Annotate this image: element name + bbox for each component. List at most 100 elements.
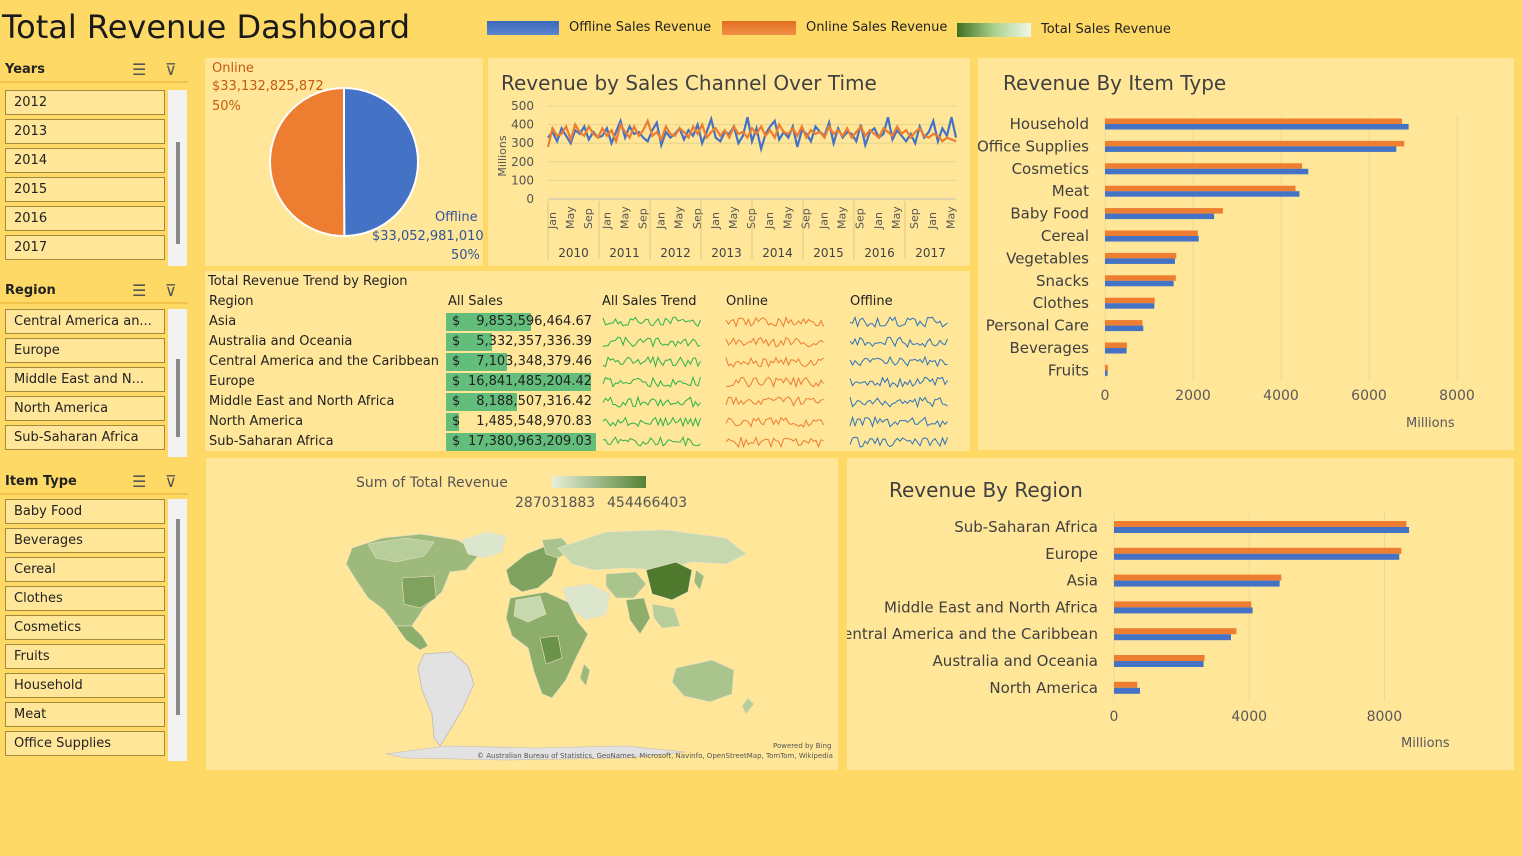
map-region-antarctica[interactable] — [385, 745, 687, 761]
slicer-item-year[interactable]: 2015 — [5, 177, 165, 202]
currency-symbol: $ — [452, 434, 461, 449]
world-map[interactable] — [206, 458, 838, 770]
slicer-item-year[interactable]: 2017 — [5, 235, 165, 260]
bar — [1114, 607, 1253, 614]
bar — [1105, 118, 1402, 124]
month-tick-label: Sep — [854, 208, 867, 229]
offline-swatch — [487, 20, 559, 35]
month-tick-label: Jan — [655, 212, 668, 230]
map-region-southeast-asia[interactable] — [651, 603, 681, 629]
region-cell: Europe — [209, 374, 255, 389]
y-tick-label: 100 — [511, 173, 534, 187]
y-tick-label: 300 — [511, 136, 534, 150]
map-legend-gradient — [552, 476, 646, 488]
slicer-item-year[interactable]: 2014 — [5, 148, 165, 173]
map-region-madagascar[interactable] — [579, 663, 591, 687]
map-region-china[interactable] — [645, 561, 693, 601]
col-sales-header: All Sales — [448, 294, 503, 309]
table-row: Middle East and North Africa $8,188,507,3… — [208, 392, 968, 412]
month-tick-label: Jan — [709, 212, 722, 230]
years-slicer-title: Years — [5, 61, 45, 77]
map-region-europe[interactable] — [505, 545, 559, 593]
map-region-australia[interactable] — [671, 659, 735, 703]
map-region-central-africa[interactable] — [539, 635, 563, 665]
slicer-item-type[interactable]: Cereal — [5, 557, 165, 582]
category-label: Australia and Oceania — [933, 652, 1098, 670]
multi-select-icon[interactable]: ☰ — [132, 280, 147, 300]
pie-online-value: $33,132,825,872 — [212, 79, 324, 94]
map-region-japan[interactable] — [693, 569, 705, 591]
years-slicer-header: Years ☰ ⊽ — [0, 57, 188, 83]
map-region-usa[interactable] — [401, 575, 437, 609]
col-offline-header: Offline — [850, 294, 893, 309]
currency-symbol: $ — [452, 314, 461, 329]
region-scroll-thumb[interactable] — [176, 359, 180, 437]
sales-cell: 5,332,357,336.39 — [476, 334, 592, 349]
multi-select-icon[interactable]: ☰ — [132, 471, 147, 491]
map-region-canada[interactable] — [367, 537, 435, 563]
bar — [1105, 146, 1397, 152]
currency-symbol: $ — [452, 334, 461, 349]
bar — [1105, 348, 1127, 354]
month-tick-label: Sep — [908, 208, 921, 229]
currency-symbol: $ — [452, 414, 461, 429]
slicer-item-type[interactable]: Household — [5, 673, 165, 698]
clear-filter-icon[interactable]: ⊽ — [165, 471, 177, 491]
slicer-item-type[interactable]: Cosmetics — [5, 615, 165, 640]
item-type-bar-chart: 0 2000 4000 6000 8000 Household Office Supplie… — [978, 115, 1475, 404]
month-tick-label: Jan — [763, 212, 776, 230]
slicer-item-region[interactable]: Middle East and N... — [5, 367, 165, 392]
map-region-new-zealand[interactable] — [741, 697, 755, 715]
line-series — [546, 117, 957, 148]
slicer-item-region[interactable]: Sub-Saharan Africa — [5, 425, 165, 450]
pie-panel: Online $33,132,825,872 50% Offline $33,0… — [205, 58, 484, 266]
slicer-item-type[interactable]: Office Supplies — [5, 731, 165, 756]
table-row: North America $1,485,548,970.83 — [208, 412, 968, 432]
region-scrollbar[interactable] — [168, 309, 187, 457]
clear-filter-icon[interactable]: ⊽ — [165, 59, 177, 79]
map-region-south-america[interactable] — [417, 651, 475, 747]
map-region-greenland[interactable] — [461, 531, 507, 559]
legend-offline-label: Offline Sales Revenue — [569, 20, 712, 35]
bar — [1105, 364, 1108, 371]
item-type-chart-panel: Revenue By Item Type Millions 0 2000 4000 6… — [978, 58, 1514, 450]
slicer-item-year[interactable]: 2016 — [5, 206, 165, 231]
map-region-india[interactable] — [625, 597, 651, 635]
month-tick-label: May — [836, 206, 849, 229]
multi-select-icon[interactable]: ☰ — [132, 59, 147, 79]
map-region-north-africa[interactable] — [513, 595, 547, 623]
slicer-item-year[interactable]: 2013 — [5, 119, 165, 144]
pie-slice-offline — [343, 86, 419, 238]
table-row: Australia and Oceania $5,332,357,336.39 — [208, 332, 968, 352]
slicer-item-year[interactable]: 2012 — [5, 90, 165, 115]
sales-cell: 9,853,596,464.67 — [476, 314, 592, 329]
map-region-russia[interactable] — [557, 529, 747, 571]
slicer-item-type[interactable]: Meat — [5, 702, 165, 727]
x-tick-label: 8000 — [1367, 709, 1403, 725]
slicer-item-region[interactable]: Central America an... — [5, 309, 165, 334]
month-tick-label: May — [727, 206, 740, 229]
slicer-item-type[interactable]: Baby Food — [5, 499, 165, 524]
data-bar — [446, 373, 592, 391]
x-tick-label: 4000 — [1263, 388, 1299, 404]
data-bar — [446, 333, 492, 351]
legend-offline: Offline Sales Revenue — [487, 20, 711, 35]
map-region-central-america[interactable] — [395, 625, 429, 651]
map-region-central-asia[interactable] — [605, 571, 647, 599]
map-powered-by: Powered by Bing — [773, 742, 832, 750]
item-type-scroll-thumb[interactable] — [176, 519, 180, 715]
slicer-item-type[interactable]: Clothes — [5, 586, 165, 611]
slicer-item-region[interactable]: North America — [5, 396, 165, 421]
slicer-item-region[interactable]: Europe — [5, 338, 165, 363]
slicer-item-type[interactable]: Fruits — [5, 644, 165, 669]
item-type-scrollbar[interactable] — [168, 499, 187, 761]
x-tick-label: 2000 — [1175, 388, 1211, 404]
slicer-item-type[interactable]: Beverages — [5, 528, 165, 553]
clear-filter-icon[interactable]: ⊽ — [165, 280, 177, 300]
region-slicer: Region ☰ ⊽ Central America an... Europe … — [0, 278, 190, 458]
col-region-header: Region — [209, 294, 254, 309]
month-tick-label: Sep — [637, 208, 650, 229]
years-scroll-thumb[interactable] — [176, 142, 180, 244]
pie-slice-online — [268, 86, 346, 237]
years-scrollbar[interactable] — [168, 90, 187, 266]
